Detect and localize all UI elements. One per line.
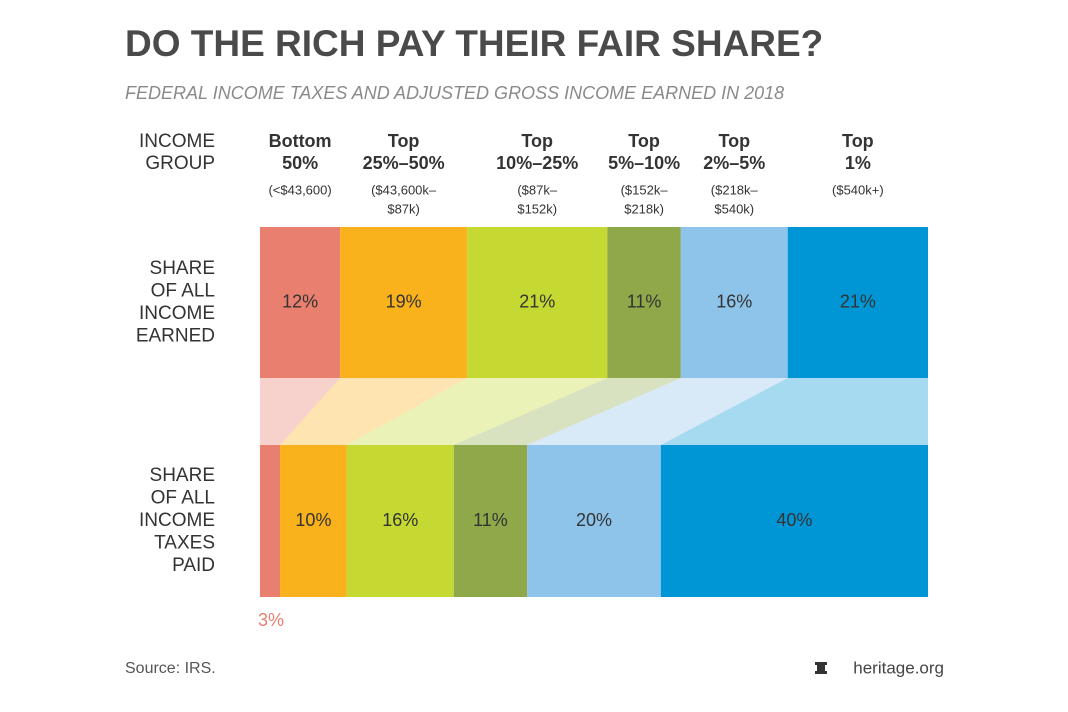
category-name: Top xyxy=(388,131,420,151)
row-label: PAID xyxy=(172,555,215,576)
row-label: SHARE xyxy=(150,465,215,486)
bar-segment xyxy=(280,445,347,597)
category-range: ($152k– xyxy=(621,182,669,197)
value-label: 16% xyxy=(382,510,418,530)
category-header: INCOME xyxy=(139,131,215,152)
category-range: $540k) xyxy=(714,201,754,216)
credit: heritage.org xyxy=(853,658,944,677)
value-label: 21% xyxy=(840,291,876,311)
source: Source: IRS. xyxy=(125,660,216,677)
category-name: Top xyxy=(718,131,750,151)
value-label: 11% xyxy=(627,291,662,311)
category-range: $218k) xyxy=(624,201,664,216)
row-label: EARNED xyxy=(136,325,215,346)
bar-segment xyxy=(346,445,454,597)
value-label: 10% xyxy=(295,510,331,530)
row-label: OF ALL xyxy=(151,488,215,509)
bar-segment xyxy=(680,227,788,378)
value-label: 12% xyxy=(282,291,318,311)
value-label: 11% xyxy=(473,510,508,530)
credit-icon xyxy=(815,662,827,674)
category-header: GROUP xyxy=(145,153,215,174)
row-label: INCOME xyxy=(139,303,215,324)
bar-segment xyxy=(607,227,681,378)
connector xyxy=(280,378,468,445)
bar-segment xyxy=(467,227,608,378)
category-range: ($87k– xyxy=(517,182,558,197)
category-name: 1% xyxy=(845,153,871,173)
chart-title: DO THE RICH PAY THEIR FAIR SHARE? xyxy=(125,23,823,64)
value-label: 21% xyxy=(519,291,555,311)
bar-segment xyxy=(527,445,661,597)
connector xyxy=(346,378,608,445)
bar-segment xyxy=(660,445,928,597)
category-range: $152k) xyxy=(517,201,557,216)
value-label: 16% xyxy=(716,291,752,311)
chart-subtitle: FEDERAL INCOME TAXES AND ADJUSTED GROSS … xyxy=(125,83,784,103)
value-label: 40% xyxy=(776,510,812,530)
category-range: $87k) xyxy=(387,201,420,216)
row-label: OF ALL xyxy=(151,280,215,301)
connector xyxy=(527,378,788,445)
bar-segment xyxy=(260,227,341,378)
category-name: 2%–5% xyxy=(703,153,765,173)
value-label: 20% xyxy=(576,510,612,530)
row-label: SHARE xyxy=(150,258,215,279)
category-name: 50% xyxy=(282,153,318,173)
bar-segment xyxy=(453,445,528,597)
row-label: TAXES xyxy=(154,533,215,554)
category-name: 25%–50% xyxy=(363,153,445,173)
category-name: Bottom xyxy=(269,131,332,151)
connector xyxy=(660,378,928,445)
row-label: INCOME xyxy=(139,510,215,531)
value-label: 3% xyxy=(258,610,284,630)
value-label: 19% xyxy=(386,291,422,311)
category-range: ($540k+) xyxy=(832,182,884,197)
category-range: ($218k– xyxy=(711,182,759,197)
connector xyxy=(260,378,341,445)
connector xyxy=(453,378,681,445)
category-name: Top xyxy=(521,131,553,151)
category-name: Top xyxy=(628,131,660,151)
bar-segment xyxy=(260,445,281,597)
bar-segment xyxy=(340,227,468,378)
category-range: (<$43,600) xyxy=(268,182,331,197)
category-name: 10%–25% xyxy=(496,153,578,173)
category-name: 5%–10% xyxy=(608,153,680,173)
category-name: Top xyxy=(842,131,874,151)
category-range: ($43,600k– xyxy=(371,182,437,197)
bar-segment xyxy=(787,227,928,378)
